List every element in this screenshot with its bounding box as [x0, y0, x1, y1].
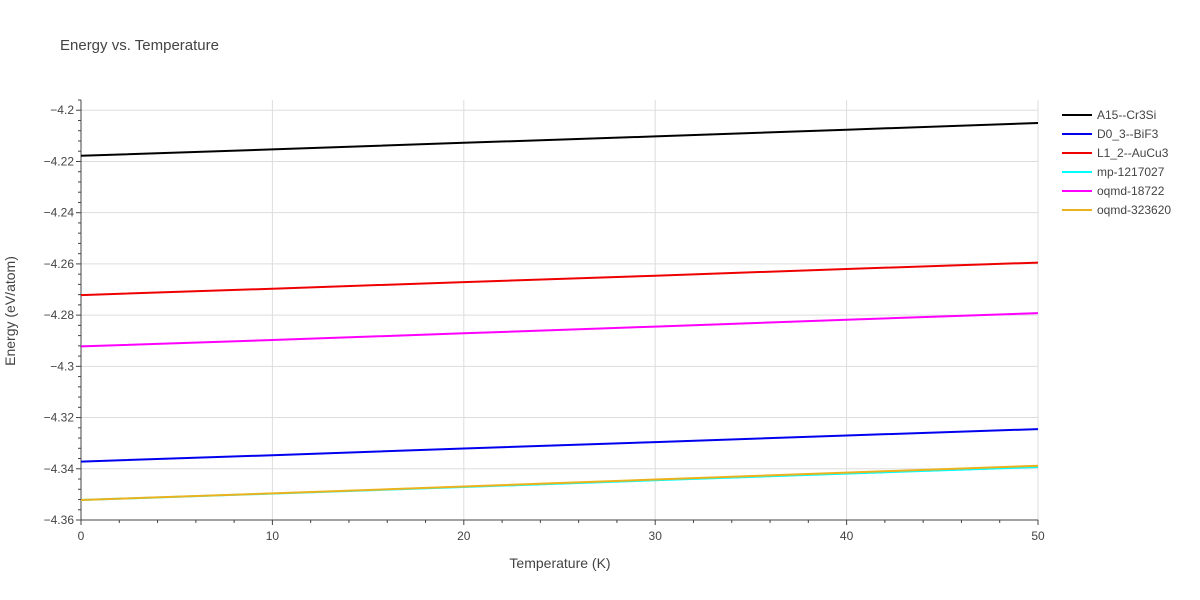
y-tick-label: −4.28 — [44, 308, 75, 322]
legend-label: mp-1217027 — [1097, 165, 1165, 179]
legend-item-D0_3--BiF3[interactable]: D0_3--BiF3 — [1062, 127, 1159, 141]
legend-label: oqmd-323620 — [1097, 203, 1171, 217]
y-axis-title: Energy (eV/atom) — [2, 256, 18, 366]
legend-item-oqmd-323620[interactable]: oqmd-323620 — [1062, 203, 1171, 217]
series-line-oqmd-323620[interactable] — [80, 464, 1039, 501]
legend-label: A15--Cr3Si — [1097, 108, 1156, 122]
x-tick-label: 40 — [840, 529, 854, 543]
y-tick-label: −4.3 — [50, 359, 74, 373]
series-line-A15--Cr3Si[interactable] — [80, 122, 1039, 157]
legend-item-mp-1217027[interactable]: mp-1217027 — [1062, 165, 1165, 179]
tick-labels: 0 10 20 30 40 50 −4.2 −4.22 −4.24 −4.26 −4.28 −4.3 −… — [44, 103, 1045, 543]
legend-item-A15--Cr3Si[interactable]: A15--Cr3Si — [1062, 108, 1156, 122]
y-tick-label: −4.32 — [44, 411, 75, 425]
series-line-D0_3--BiF3[interactable] — [80, 428, 1039, 463]
legend-label: L1_2--AuCu3 — [1097, 146, 1169, 160]
series-line-oqmd-18722[interactable] — [80, 312, 1039, 348]
series-line-L1_2--AuCu3[interactable] — [80, 261, 1039, 297]
legend-item-L1_2--AuCu3[interactable]: L1_2--AuCu3 — [1062, 146, 1169, 160]
y-tick-label: −4.2 — [50, 103, 74, 117]
x-tick-label: 50 — [1031, 529, 1045, 543]
series-lines — [80, 122, 1039, 501]
legend-label: oqmd-18722 — [1097, 184, 1165, 198]
y-tick-label: −4.26 — [44, 257, 75, 271]
x-tick-label: 20 — [457, 529, 471, 543]
x-tick-label: 10 — [266, 529, 280, 543]
y-tick-label: −4.34 — [44, 462, 75, 476]
y-tick-label: −4.24 — [44, 206, 75, 220]
x-tick-label: 0 — [78, 529, 85, 543]
legend-item-oqmd-18722[interactable]: oqmd-18722 — [1062, 184, 1165, 198]
y-tick-label: −4.22 — [44, 154, 75, 168]
axes — [76, 99, 1039, 525]
y-tick-label: −4.36 — [44, 513, 75, 527]
chart-title: Energy vs. Temperature — [60, 37, 219, 54]
x-axis-title: Temperature (K) — [509, 555, 610, 571]
legend-label: D0_3--BiF3 — [1097, 127, 1159, 141]
legend[interactable]: A15--Cr3Si D0_3--BiF3 L1_2--AuCu3 mp-121702… — [1062, 108, 1171, 217]
x-tick-label: 30 — [649, 529, 663, 543]
